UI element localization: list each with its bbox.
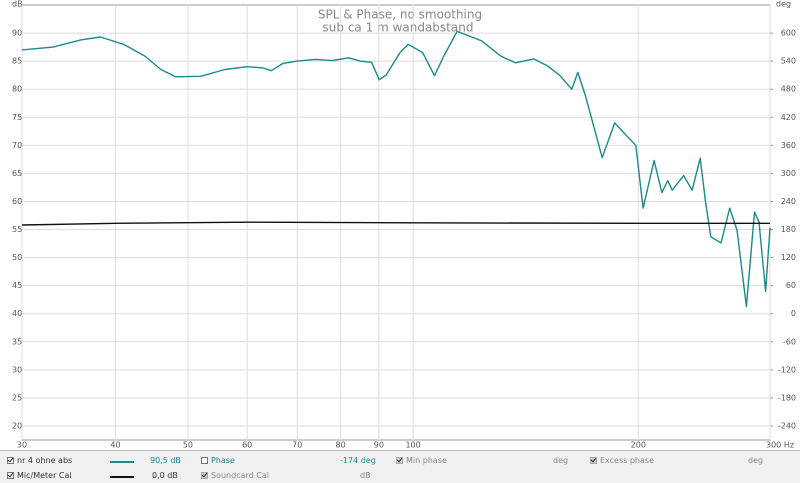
unit: dB bbox=[360, 471, 371, 480]
series-line bbox=[21, 221, 770, 226]
y2-tick-label: 600 bbox=[781, 29, 796, 38]
x-tick-label: 30 bbox=[17, 441, 27, 450]
y-tick-label: 40 bbox=[12, 309, 22, 318]
legend-label: Excess phase bbox=[600, 456, 654, 465]
y2-tick-label: 180 bbox=[781, 225, 796, 234]
checkbox[interactable] bbox=[7, 457, 14, 464]
legend-swatch bbox=[110, 461, 134, 463]
y-tick-label: 25 bbox=[12, 393, 22, 402]
y-tick-label: 20 bbox=[12, 421, 22, 430]
legend: nr 4 ohne abs 90,5 dB Phase -174 deg Min… bbox=[0, 450, 800, 483]
checkbox[interactable] bbox=[590, 457, 597, 464]
y2-tick-label: -120 bbox=[778, 365, 796, 374]
legend-swatch bbox=[110, 476, 134, 478]
y-tick-label: 70 bbox=[12, 141, 22, 150]
checkbox[interactable] bbox=[201, 457, 208, 464]
x-tick-label: 300 Hz bbox=[766, 441, 794, 450]
checkbox[interactable] bbox=[201, 472, 208, 479]
legend-label: Soundcard Cal bbox=[211, 471, 269, 480]
y2-tick-label: -60 bbox=[783, 337, 796, 346]
x-tick-label: 80 bbox=[336, 441, 346, 450]
unit: deg bbox=[748, 456, 764, 465]
y2-tick-label: -180 bbox=[778, 393, 796, 402]
reading: 90,5 dB bbox=[150, 456, 181, 465]
y2-tick-label: 480 bbox=[781, 85, 796, 94]
y-tick-label: 55 bbox=[12, 225, 22, 234]
y-tick-label: 50 bbox=[12, 253, 22, 262]
y2-tick-label: 120 bbox=[781, 253, 796, 262]
x-tick-label: 40 bbox=[110, 441, 120, 450]
y-tick-label: 60 bbox=[12, 197, 22, 206]
y2-tick-label: -240 bbox=[778, 421, 796, 430]
x-tick-label: 50 bbox=[183, 441, 193, 450]
y2-tick-label: 360 bbox=[781, 141, 796, 150]
chart: SPL & Phase, no smoothing sub ca 1 m wan… bbox=[12, 0, 796, 450]
legend-label: nr 4 ohne abs bbox=[17, 456, 73, 465]
x-tick-label: 90 bbox=[374, 441, 384, 450]
checkbox[interactable] bbox=[7, 472, 14, 479]
series-line bbox=[21, 30, 771, 308]
y2-tick-label: 0 bbox=[791, 309, 796, 318]
y-tick-label: 90 bbox=[12, 29, 22, 38]
y-tick-label: 45 bbox=[12, 281, 22, 290]
y2-tick-label: 540 bbox=[781, 57, 796, 66]
legend-label: Mic/Meter Cal bbox=[17, 471, 72, 480]
unit: deg bbox=[553, 456, 569, 465]
y2-tick-label: 240 bbox=[781, 197, 796, 206]
x-tick-label: 60 bbox=[242, 441, 252, 450]
x-tick-label: 70 bbox=[292, 441, 302, 450]
reading: -174 deg bbox=[340, 456, 376, 465]
x-tick-label: 100 bbox=[405, 441, 420, 450]
y-tick-label: 80 bbox=[12, 85, 22, 94]
y-tick-label: 30 bbox=[12, 365, 22, 374]
x-tick-label: 200 bbox=[631, 441, 646, 450]
y-tick-label: 65 bbox=[12, 169, 22, 178]
y2-tick-label: 300 bbox=[781, 169, 796, 178]
y-tick-label: 75 bbox=[12, 113, 22, 122]
y2-tick-label: 60 bbox=[786, 281, 796, 290]
y-axis-label: dB bbox=[12, 0, 23, 9]
reading: 0,0 dB bbox=[152, 471, 178, 480]
legend-label: Min phase bbox=[406, 456, 447, 465]
chart-title: SPL & Phase, no smoothing bbox=[318, 8, 482, 22]
y-tick-label: 85 bbox=[12, 57, 22, 66]
y-tick-label: 35 bbox=[12, 337, 22, 346]
y2-tick-label: 420 bbox=[781, 113, 796, 122]
legend-label: Phase bbox=[211, 456, 235, 465]
y2-axis-label: deg bbox=[776, 0, 791, 9]
checkbox[interactable] bbox=[396, 457, 403, 464]
chart-subtitle: sub ca 1 m wandabstand bbox=[323, 21, 474, 35]
